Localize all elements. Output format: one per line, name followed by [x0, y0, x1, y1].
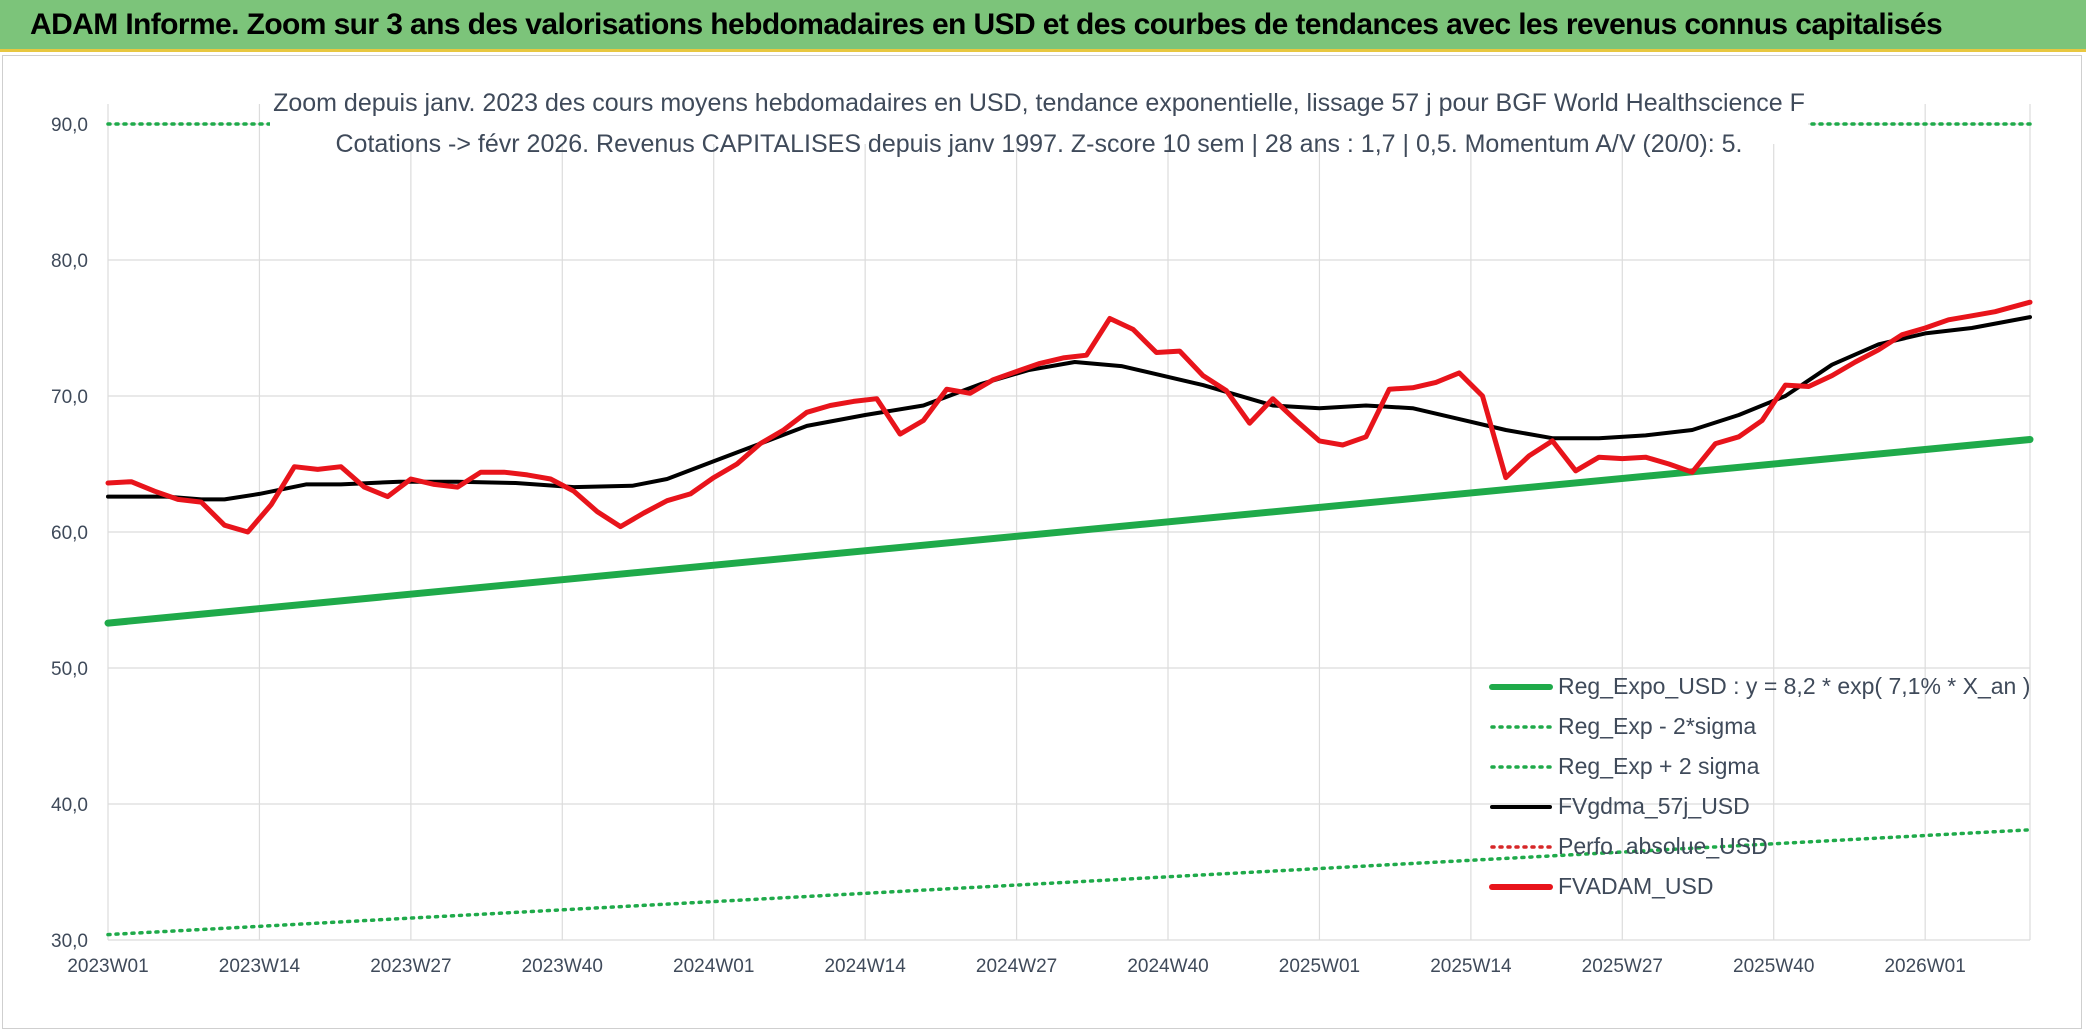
- chart-title-line1: Zoom depuis janv. 2023 des cours moyens …: [273, 89, 1805, 117]
- x-tick-label: 2023W01: [67, 956, 148, 977]
- x-tick-label: 2023W14: [219, 956, 301, 977]
- x-tick-label: 2023W27: [370, 956, 451, 977]
- y-tick-label: 80,0: [51, 251, 88, 272]
- title-backdrop: [270, 78, 1808, 144]
- legend-label: FVgdma_57j_USD: [1558, 793, 1750, 819]
- y-tick-label: 90,0: [51, 115, 88, 136]
- series-fvgdma-57j: [106, 315, 2032, 502]
- y-tick-label: 50,0: [51, 659, 88, 680]
- x-tick-label: 2024W14: [824, 956, 906, 977]
- x-tick-label: 2025W27: [1582, 956, 1663, 977]
- x-tick-label: 2024W40: [1127, 956, 1208, 977]
- x-tick-label: 2026W01: [1884, 956, 1965, 977]
- legend-label: FVADAM_USD: [1558, 873, 1714, 899]
- legend-label: Reg_Exp - 2*sigma: [1558, 713, 1756, 739]
- legend-label: Reg_Expo_USD : y = 8,2 * exp( 7,1% * X_a…: [1558, 673, 2030, 699]
- chart-title-line2: Cotations -> févr 2026. Revenus CAPITALI…: [336, 130, 1743, 158]
- x-tick-label: 2024W01: [673, 956, 754, 977]
- legend-label: Perfo. absolue_USD: [1558, 833, 1768, 859]
- x-tick-label: 2025W01: [1279, 956, 1360, 977]
- legend-item: FVADAM_USD: [1489, 873, 1714, 899]
- report-title: ADAM Informe. Zoom sur 3 ans des valoris…: [30, 8, 1943, 41]
- legend-item: Reg_Exp - 2*sigma: [1490, 713, 1756, 739]
- chart-ticks: 30,0 40,0 50,0 60,0 70,0 80,0 90,0 2023W01 2023W…: [51, 115, 1966, 977]
- y-tick-label: 40,0: [51, 795, 88, 816]
- x-tick-label: 2025W40: [1733, 956, 1814, 977]
- report-banner: ADAM Informe. Zoom sur 3 ans des valoris…: [0, 0, 2086, 52]
- series-fvadam: [105, 299, 2033, 535]
- legend-label: Reg_Exp + 2 sigma: [1558, 753, 1760, 779]
- series-reg-exp-minus-2sigma: [106, 828, 2032, 937]
- legend-item: Reg_Expo_USD : y = 8,2 * exp( 7,1% * X_a…: [1489, 673, 2030, 699]
- x-tick-label: 2025W14: [1430, 956, 1512, 977]
- y-tick-label: 60,0: [51, 523, 88, 544]
- y-tick-label: 30,0: [51, 931, 88, 952]
- x-tick-label: 2023W40: [522, 956, 603, 977]
- legend-item: Perfo. absolue_USD: [1490, 833, 1768, 859]
- legend-item: Reg_Exp + 2 sigma: [1490, 753, 1760, 779]
- series-reg-expo: [104, 436, 2034, 627]
- x-tick-label: 2024W27: [976, 956, 1057, 977]
- y-tick-label: 70,0: [51, 387, 88, 408]
- legend-item: FVgdma_57j_USD: [1490, 793, 1750, 819]
- chart-area: [2, 55, 2082, 1029]
- chart-legend: Reg_Expo_USD : y = 8,2 * exp( 7,1% * X_a…: [1489, 673, 2030, 899]
